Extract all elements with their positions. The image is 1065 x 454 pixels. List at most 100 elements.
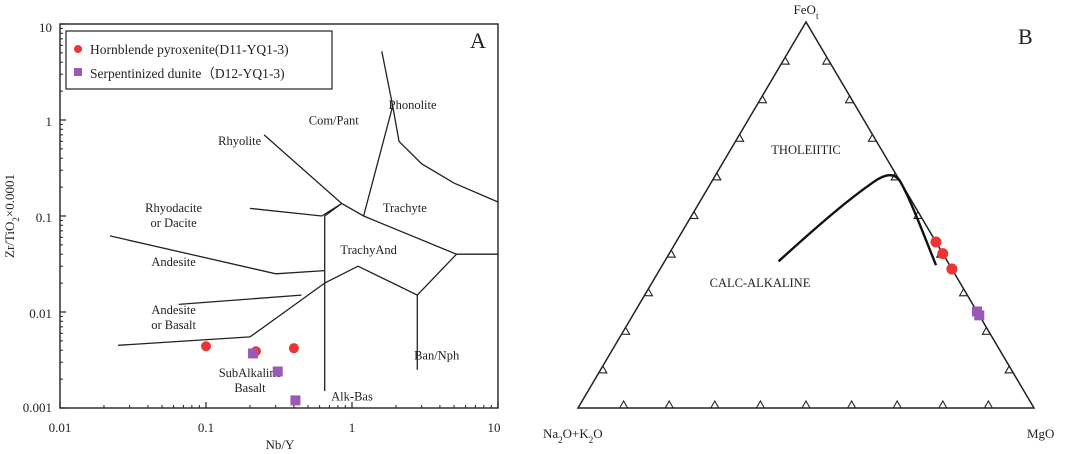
panel-a-data-points — [201, 341, 301, 406]
y-axis-title-subscript: 2 — [11, 217, 21, 222]
ternary-tick — [938, 399, 948, 409]
y-tick-label: 1 — [46, 114, 53, 129]
field-boundary-line — [263, 134, 498, 255]
data-point-circle — [946, 263, 958, 275]
data-point-square — [248, 348, 259, 359]
field-label: Andesite — [151, 255, 196, 269]
x-tick-label: 0.01 — [49, 420, 72, 435]
data-point-square — [290, 395, 301, 406]
field-label-line: Phonolite — [389, 98, 437, 112]
ternary-tick — [821, 56, 831, 65]
ternary-tick — [983, 399, 993, 409]
ternary-tick — [710, 399, 720, 409]
ternary-tick — [844, 95, 854, 104]
field-label-line: Andesite — [151, 303, 196, 317]
field-label: Rhyolite — [218, 134, 262, 148]
vertex-label-feot: FeOt — [794, 2, 819, 21]
panel-a-field-labels: Phonolite Com/Pant Rhyolite Rhyodacite or Da… — [145, 98, 460, 403]
panel-a-tick-marks — [59, 23, 499, 409]
field-label-line: or Dacite — [151, 216, 198, 230]
field-label: Com/Pant — [309, 113, 360, 127]
legend-label: Hornblende pyroxenite(D11-YQ1-3) — [90, 42, 289, 57]
panel-a-x-axis-title: Nb/Y — [266, 437, 296, 452]
field-label-line: Rhyodacite — [145, 201, 202, 215]
ternary-tick — [598, 365, 608, 374]
field-label-calc-alkaline: CALC-ALKALINE — [710, 276, 811, 290]
ternary-tick — [735, 134, 745, 142]
ternary-tick — [619, 399, 629, 409]
y-tick-label: 0.001 — [23, 400, 52, 415]
legend-marker-circle — [74, 45, 82, 53]
legend-label: Serpentinized dunite（D12-YQ1-3) — [90, 66, 285, 81]
field-label: Trachyte — [383, 201, 427, 215]
calc-alkaline-boundary-curve — [777, 174, 938, 266]
field-label-line: Andesite — [151, 255, 196, 269]
field-label-line: Rhyolite — [218, 134, 262, 148]
panel-a-chart: A 0.01 0.1 1 10 0.001 0.01 0.1 1 10 Nb/Y… — [2, 20, 501, 452]
field-label-tholeiitic: THOLEIITIC — [771, 143, 840, 157]
field-label-line: Alk-Bas — [331, 389, 373, 403]
ternary-tick — [667, 249, 677, 258]
field-label: TrachyAnd — [340, 243, 397, 257]
y-axis-title-part: Zr/TiO — [2, 222, 17, 258]
ternary-tick — [981, 327, 991, 335]
vertex-label-subscript: t — [816, 11, 819, 21]
y-tick-label: 0.1 — [36, 210, 52, 225]
panel-a-x-ticks: 0.01 0.1 1 10 — [49, 420, 501, 435]
panel-a-y-ticks: 0.001 0.01 0.1 1 10 — [23, 20, 52, 415]
panel-a-y-axis-title: Zr/TiO2×0.0001 — [2, 174, 21, 258]
panel-b-data-points — [930, 236, 985, 321]
x-tick-label: 10 — [488, 420, 501, 435]
panel-b-letter: B — [1018, 24, 1033, 49]
field-boundary-line — [178, 294, 302, 306]
field-label-line: Ban/Nph — [414, 349, 460, 363]
legend: Hornblende pyroxenite(D11-YQ1-3) Serpent… — [65, 30, 333, 90]
ternary-tick — [689, 211, 699, 220]
vertex-label-mgo: MgO — [1027, 426, 1054, 441]
ternary-ticks — [598, 56, 1014, 409]
field-boundary-line — [324, 253, 457, 296]
field-label-line: Com/Pant — [309, 113, 360, 127]
ternary-tick — [644, 288, 654, 297]
field-boundary-line — [381, 51, 394, 107]
data-point-circle — [288, 343, 299, 354]
field-boundary-line — [362, 105, 499, 217]
data-point-square — [974, 310, 985, 321]
field-label: Alk-Bas — [331, 389, 373, 403]
field-label: Andesite or Basalt — [151, 303, 196, 332]
field-label-line: or Basalt — [151, 318, 196, 332]
vertex-label-subscript: 2 — [558, 435, 563, 445]
data-point-circle — [930, 236, 942, 248]
legend-marker-square — [74, 68, 82, 76]
data-point-circle — [201, 341, 211, 352]
ternary-tick — [1004, 365, 1014, 374]
x-tick-label: 1 — [349, 420, 356, 435]
data-point-square — [272, 366, 283, 377]
field-label-line: TrachyAnd — [340, 243, 397, 257]
field-label-line: Trachyte — [383, 201, 427, 215]
legend-box — [65, 30, 333, 90]
panel-a-field-boundaries — [109, 51, 499, 392]
ternary-tick — [758, 95, 768, 104]
y-tick-label: 10 — [39, 20, 52, 35]
panel-b-ternary: B FeOt Na2O+K2O MgO THOLEIITIC CALC-ALKA… — [543, 2, 1054, 445]
ternary-tick — [755, 399, 765, 409]
ternary-tick — [958, 288, 968, 297]
field-label: Ban/Nph — [414, 349, 460, 363]
field-label-line: Basalt — [234, 381, 266, 395]
ternary-tick — [664, 399, 674, 409]
ternary-tick — [847, 399, 857, 409]
panel-a-letter: A — [470, 28, 486, 53]
ternary-tick — [621, 327, 631, 335]
ternary-tick — [867, 134, 877, 142]
vertex-label-alkali: Na2O+K2O — [543, 426, 603, 445]
field-boundary-line — [118, 281, 326, 392]
ternary-tick — [712, 172, 722, 181]
data-point-circle — [937, 248, 949, 260]
field-label: SubAlkaline Basalt — [219, 366, 282, 395]
ternary-tick — [892, 399, 902, 409]
x-tick-label: 0.1 — [198, 420, 214, 435]
field-label: Phonolite — [389, 98, 437, 112]
ternary-tick — [781, 56, 791, 65]
